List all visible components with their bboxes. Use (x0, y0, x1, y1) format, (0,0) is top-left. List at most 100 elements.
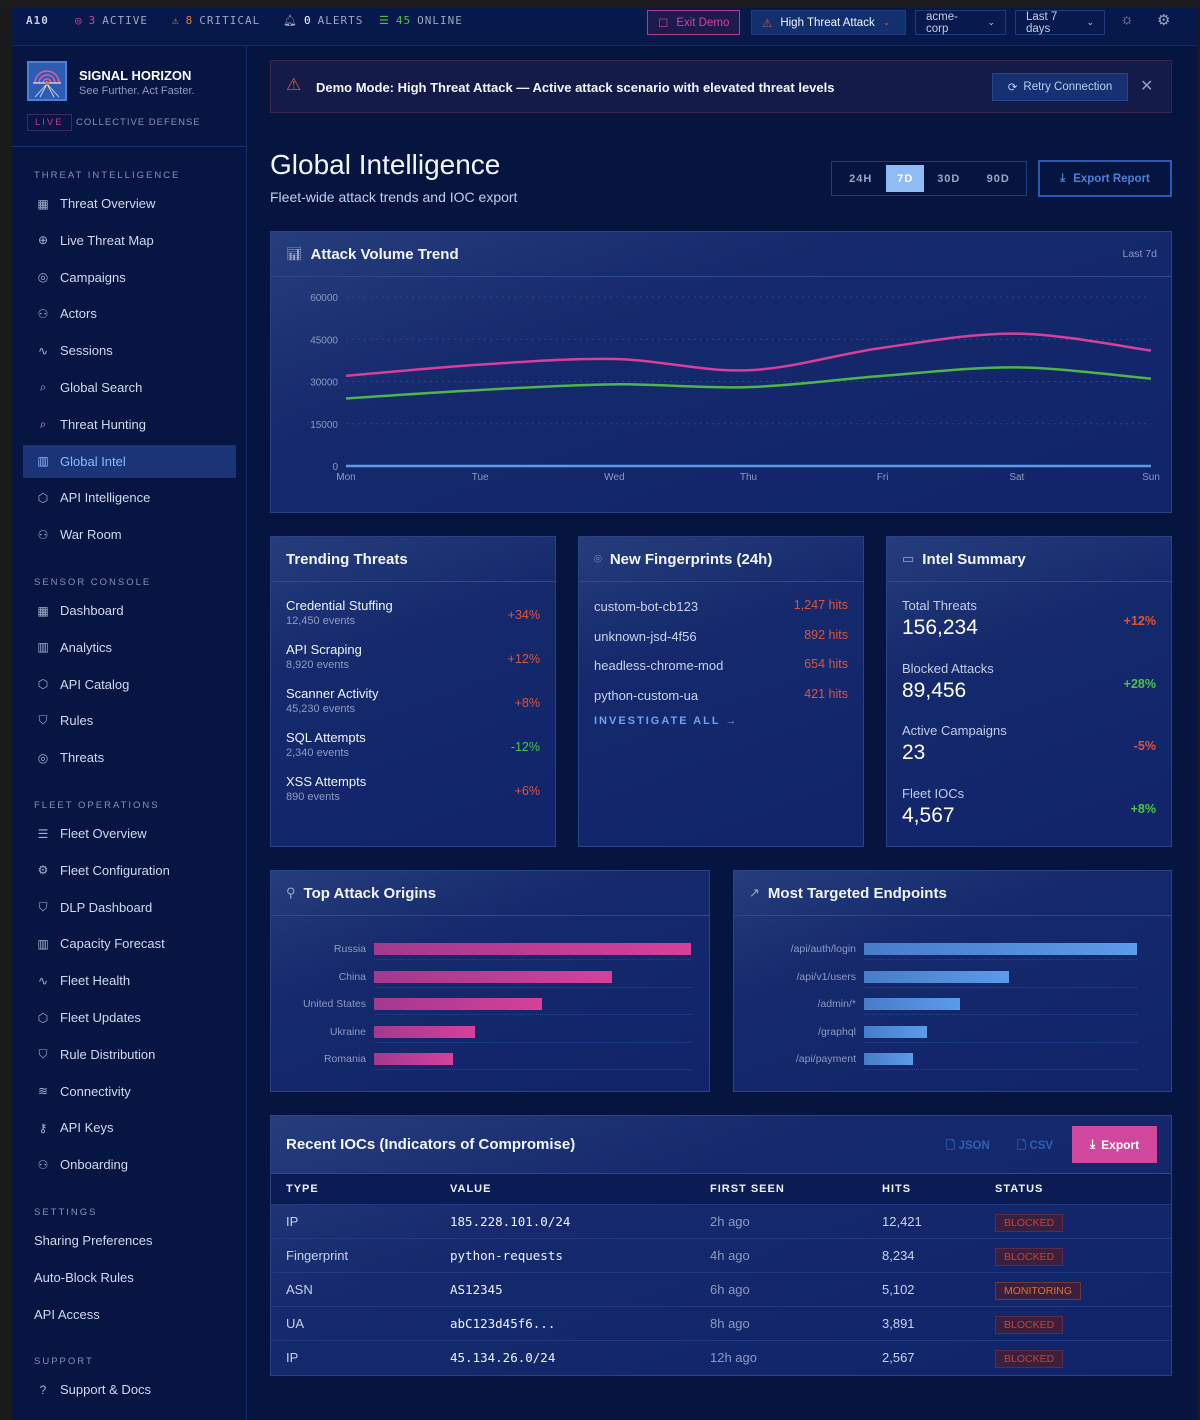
retry-connection-button[interactable]: ⟳ Retry Connection (992, 73, 1128, 101)
sidebar-item-label: Campaigns (60, 269, 126, 285)
bar--api-auth-login[interactable] (864, 943, 1137, 955)
exit-demo-button[interactable]: ☐ Exit Demo (647, 10, 741, 35)
range-dropdown[interactable]: Last 7 days ⌄ (1015, 10, 1105, 35)
bar--api-v1-users[interactable] (864, 970, 1009, 983)
fingerprint-row[interactable]: python-custom-ua 421 hits (594, 687, 848, 705)
ioc-row[interactable]: IP 45.134.26.0/24 12h ago 2,567 BLOCKED (271, 1339, 1171, 1374)
ioc-row[interactable]: ASN AS12345 6h ago 5,102 MONITORING (271, 1271, 1171, 1306)
bar--api-payment[interactable] (864, 1053, 914, 1066)
brand-tagline: See Further. Act Faster. (79, 85, 195, 97)
fingerprint-row[interactable]: unknown-jsd-4f56 892 hits (594, 628, 848, 646)
sidebar-item-threat-hunting[interactable]: ⌕ Threat Hunting (23, 408, 236, 441)
grid-line (374, 1041, 691, 1043)
critical-status[interactable]: ⚠ 8 CRITICAL (172, 14, 260, 27)
threat-events: 8,920 events (286, 659, 349, 671)
ioc-row[interactable]: Fingerprint python-requests 4h ago 8,234 BLO… (271, 1237, 1171, 1272)
sidebar-item-api-access[interactable]: API Access (23, 1298, 236, 1331)
sidebar-section-title: SUPPORT (34, 1356, 94, 1368)
threat-name: SQL Attempts (286, 730, 366, 745)
sidebar-item-actors[interactable]: ⚇ Actors (23, 297, 236, 330)
sidebar-item-fleet-updates[interactable]: ⬡ Fleet Updates (23, 1001, 236, 1034)
export-report-button[interactable]: ⤓ Export Report (1038, 160, 1172, 197)
sidebar-item-global-search[interactable]: ⌕ Global Search (23, 371, 236, 404)
json-export-button[interactable]: 🗋︎ JSON (946, 1138, 990, 1157)
trending-threat-row[interactable]: SQL Attempts 2,340 events -12% (286, 730, 540, 759)
range-option-24h[interactable]: 24H (849, 172, 873, 185)
sidebar-item-connectivity[interactable]: ≋ Connectivity (23, 1075, 236, 1108)
sidebar-item-war-room[interactable]: ⚇ War Room (23, 518, 236, 551)
sidebar-item-support-docs[interactable]: ? Support & Docs (23, 1373, 236, 1406)
sidebar-item-dlp-dashboard[interactable]: ⛉ DLP Dashboard (23, 891, 236, 924)
ioc-row[interactable]: UA abC123d45f6... 8h ago 3,891 BLOCKED (271, 1305, 1171, 1340)
ioc-first-seen: 12h ago (695, 1339, 867, 1374)
fingerprint-row[interactable]: headless-chrome-mod 654 hits (594, 657, 848, 675)
sidebar-item-threat-overview[interactable]: ▦ Threat Overview (23, 187, 236, 220)
trending-threat-row[interactable]: XSS Attempts 890 events +6% (286, 774, 540, 803)
bar-russia[interactable] (374, 943, 691, 955)
sidebar-item-fleet-health[interactable]: ∿ Fleet Health (23, 964, 236, 997)
sidebar-item-api-intelligence[interactable]: ⬡ API Intelligence (23, 481, 236, 514)
target-icon: ◎ (37, 270, 49, 285)
alerts-status[interactable]: 🔔︎ 0 ALERTS (283, 14, 363, 27)
sidebar-item-auto-block-rules[interactable]: Auto-Block Rules (23, 1261, 236, 1294)
sidebar-item-analytics[interactable]: ▥ Analytics (23, 631, 236, 664)
sidebar-item-threats[interactable]: ◎ Threats (23, 741, 236, 774)
scenario-dropdown[interactable]: ⚠ High Threat Attack ⌄ (751, 10, 906, 35)
trending-threat-row[interactable]: API Scraping 8,920 events +12% (286, 642, 540, 671)
sidebar-item-sharing-preferences[interactable]: Sharing Preferences (23, 1224, 236, 1257)
theme-toggle-icon[interactable]: ☼ (1120, 11, 1135, 28)
online-status[interactable]: ☰ 45 ONLINE (379, 14, 463, 27)
sidebar-item-fleet-overview[interactable]: ☰ Fleet Overview (23, 817, 236, 850)
page-title: Global Intelligence (270, 149, 501, 180)
sidebar-item-sessions[interactable]: ∿ Sessions (23, 334, 236, 367)
range-option-30d[interactable]: 30D (937, 172, 961, 185)
investigate-all-link[interactable]: INVESTIGATE ALL → (594, 715, 739, 727)
sidebar-item-rule-distribution[interactable]: ⛉ Rule Distribution (23, 1038, 236, 1071)
fingerprint-row[interactable]: custom-bot-cb123 1,247 hits (594, 598, 848, 616)
bar--admin-[interactable] (864, 998, 960, 1011)
grid-icon: ▦ (37, 196, 49, 211)
active-status[interactable]: ◎ 3 ACTIVE (75, 14, 148, 27)
bar-ukraine[interactable] (374, 1025, 476, 1038)
trending-threat-row[interactable]: Scanner Activity 45,230 events +8% (286, 686, 540, 715)
sidebar-item-fleet-configuration[interactable]: ⚙ Fleet Configuration (23, 854, 236, 887)
sidebar-item-global-intel[interactable]: ▥ Global Intel (23, 444, 236, 478)
export-button[interactable]: ⤓ Export (1072, 1126, 1157, 1163)
sidebar-item-api-keys[interactable]: ⚷ API Keys (23, 1111, 236, 1144)
bar-united-states[interactable] (374, 998, 542, 1011)
bar-chart-icon: ▥ (37, 936, 49, 951)
bar-romania[interactable] (374, 1053, 454, 1066)
close-icon[interactable]: ✕ (1140, 78, 1154, 95)
ioc-hits: 3,891 (867, 1305, 980, 1340)
range-option-7d[interactable]: 7D (886, 165, 925, 192)
wifi-icon: ≋ (37, 1084, 49, 1099)
grid-line (374, 959, 691, 960)
sidebar-item-api-catalog[interactable]: ⬡ API Catalog (23, 668, 236, 701)
ioc-status: BLOCKED (980, 1305, 1171, 1340)
sidebar-item-capacity-forecast[interactable]: ▥ Capacity Forecast (23, 927, 236, 960)
threat-name: Scanner Activity (286, 686, 379, 701)
ioc-row[interactable]: IP 185.228.101.0/24 2h ago 12,421 BLOCKED (271, 1203, 1171, 1238)
settings-gear-icon[interactable]: ⚙ (1157, 12, 1172, 29)
sidebar-item-live-threat-map[interactable]: ⊕ Live Threat Map (23, 224, 236, 257)
stat-value: 4,567 (902, 803, 955, 827)
sidebar-item-onboarding[interactable]: ⚇ Onboarding (23, 1148, 236, 1181)
tenant-dropdown[interactable]: acme-corp ⌄ (915, 10, 1006, 35)
range-option-90d[interactable]: 90D (986, 172, 1010, 185)
user-plus-icon: ⚇ (37, 1157, 49, 1172)
sidebar-item-campaigns[interactable]: ◎ Campaigns (23, 261, 236, 294)
sidebar-item-dashboard[interactable]: ▦ Dashboard (23, 594, 236, 627)
bar-china[interactable] (374, 970, 612, 983)
y-tick-label: 0 (332, 462, 338, 473)
shield-icon: ⛉ (38, 713, 48, 728)
csv-export-button[interactable]: 🗋︎ CSV (1017, 1138, 1053, 1157)
bar--graphql[interactable] (864, 1025, 927, 1038)
sidebar-item-label: Onboarding (60, 1157, 128, 1173)
sidebar-item-rules[interactable]: ⛉ Rules (23, 704, 236, 737)
sidebar-item-label: War Room (60, 527, 122, 543)
sidebar-item-label: Threats (60, 750, 105, 766)
warning-icon: ⚠ (286, 75, 302, 94)
sidebar-item-label: Auto-Block Rules (34, 1269, 134, 1285)
active-label: ACTIVE (102, 14, 148, 27)
trending-threat-row[interactable]: Credential Stuffing 12,450 events +34% (286, 598, 540, 627)
